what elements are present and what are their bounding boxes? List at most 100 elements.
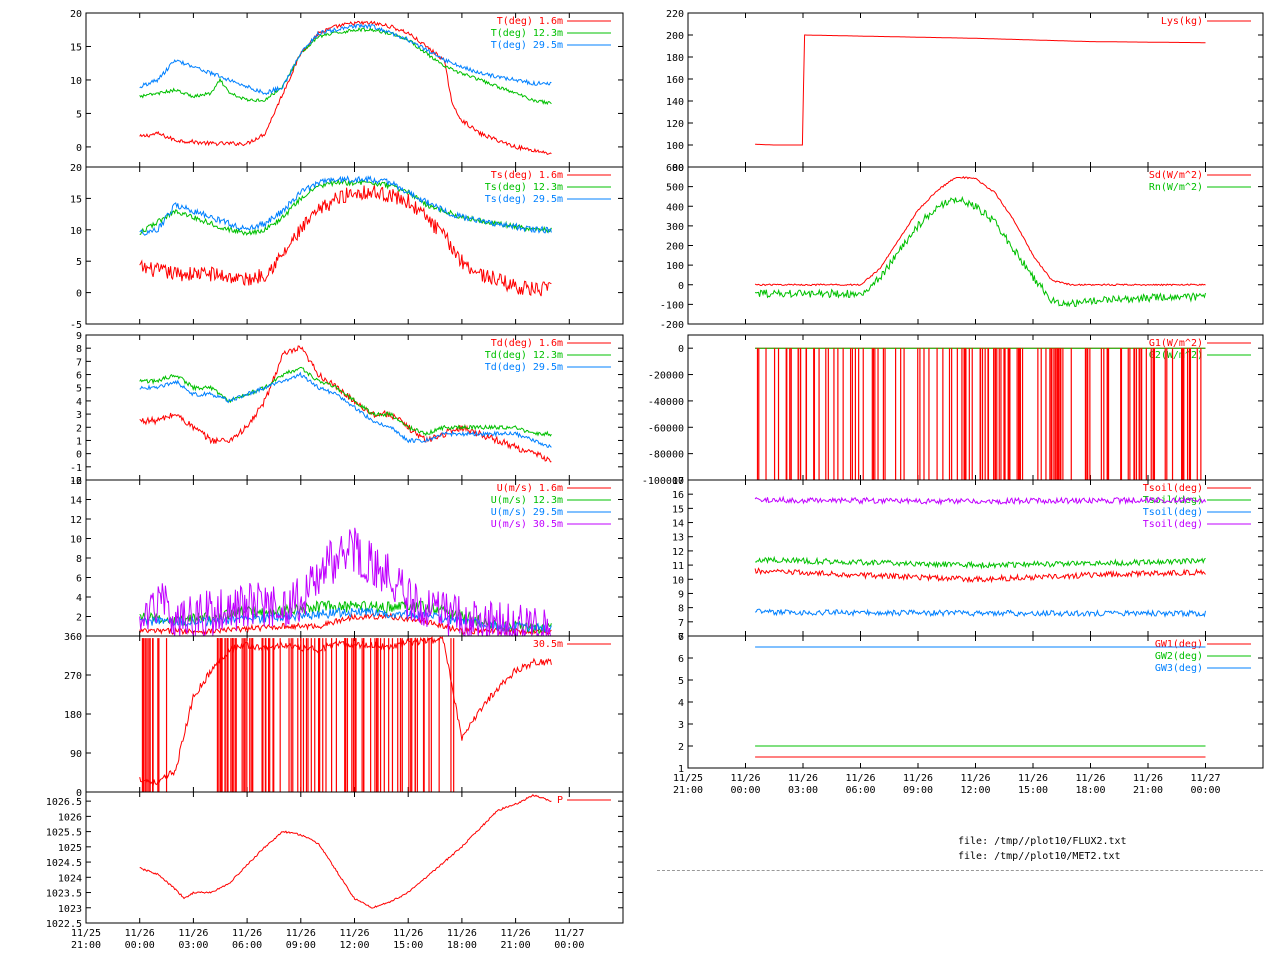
panel-tsoil: 67891011121314151617Tsoil(deg)Tsoil(deg)… [672, 476, 1264, 643]
y-tick-label: 4 [76, 593, 82, 604]
y-tick-label: 160 [666, 75, 684, 86]
legend-label: GW1(deg) [1155, 639, 1203, 650]
legend-label: T(deg) 12.3m [491, 28, 563, 39]
y-tick-label: 14 [672, 519, 684, 530]
panel-t: 0 5 10 15 20 T(deg) 1.6mT(deg) 12.3mT(deg) 29… [70, 9, 624, 168]
y-tick-label: 220 [666, 9, 684, 20]
x-tick-time: 12:00 [339, 940, 369, 951]
legend-label: G1(W/m^2) [1149, 338, 1203, 349]
panel-frame [85, 791, 624, 924]
x-tick-date: 11/26 [1018, 773, 1048, 784]
x-tick-time: 15:00 [1018, 785, 1048, 796]
y-tick-label: 16 [70, 476, 82, 487]
y-tick-label: 600 [666, 163, 684, 174]
y-tick-label: 8 [678, 604, 684, 615]
legend-label: U(m/s) 1.6m [497, 483, 563, 494]
y-tick-label: 1026.5 [46, 797, 82, 808]
x-tick-date: 11/26 [903, 773, 933, 784]
x-tick-time: 18:00 [1075, 785, 1105, 796]
y-tick-label: 90 [70, 749, 82, 760]
y-tick-label: 15 [672, 504, 684, 515]
y-tick-label: 15 [70, 194, 82, 205]
x-tick-time: 03:00 [178, 940, 208, 951]
y-tick-label: 6 [678, 654, 684, 665]
legend-label: U(m/s) 30.5m [491, 519, 563, 530]
y-tick-label: 180 [64, 710, 82, 721]
y-tick-label: 10 [70, 535, 82, 546]
legend-label: Td(deg) 29.5m [485, 362, 563, 373]
y-tick-label: 2 [678, 742, 684, 753]
x-tick-date: 11/26 [393, 928, 423, 939]
x-tick-time: 09:00 [286, 940, 316, 951]
x-tick-time: 06:00 [232, 940, 262, 951]
x-tick-time: 12:00 [960, 785, 990, 796]
y-tick-label: 1026 [58, 812, 82, 823]
panel-p: 1022.5 1023 1023.5 1024 1024.5 1025 1025.5 1026… [46, 791, 624, 951]
series-line [139, 366, 552, 437]
y-tick-label: 4 [678, 698, 684, 709]
x-tick-date: 11/26 [339, 928, 369, 939]
legend-label: GW3(deg) [1155, 663, 1203, 674]
y-tick-label: -200 [660, 320, 684, 331]
legend-label: P [557, 795, 563, 806]
panel-rad: -200 -100 0 100 200 300 400 500 600 Sd(W/m^2)Rn(W… [660, 163, 1264, 331]
y-tick-label: 1023.5 [46, 889, 82, 900]
y-tick-label: 6 [76, 574, 82, 585]
x-tick-time: 00:00 [1190, 785, 1220, 796]
legend-label: Ts(deg) 1.6m [491, 170, 563, 181]
series-line [139, 345, 552, 463]
x-tick-date: 11/26 [788, 773, 818, 784]
x-tick-date: 11/26 [1133, 773, 1163, 784]
y-tick-label: 500 [666, 183, 684, 194]
x-tick-date: 11/26 [178, 928, 208, 939]
x-tick-date: 11/26 [501, 928, 531, 939]
y-tick-label: -20000 [648, 371, 684, 382]
x-tick-time: 00:00 [125, 940, 155, 951]
y-tick-label: 5 [76, 257, 82, 268]
footer-divider [657, 870, 1263, 871]
y-tick-label: 3 [678, 720, 684, 731]
y-tick-label: 20 [70, 163, 82, 174]
y-tick-label: 1022.5 [46, 919, 82, 930]
y-tick-label: -1 [70, 463, 82, 474]
legend-label: Lys(kg) [1161, 16, 1203, 27]
x-tick-date: 11/25 [673, 773, 703, 784]
y-tick-label: 80 [672, 163, 684, 174]
legend-label: Ts(deg) 12.3m [485, 182, 563, 193]
series-line [139, 178, 552, 236]
y-tick-label: 5 [76, 109, 82, 120]
y-tick-label: -2 [70, 476, 82, 487]
series-line [754, 176, 1206, 287]
x-tick-time: 21:00 [71, 940, 101, 951]
y-tick-label: 1025 [58, 843, 82, 854]
y-tick-label: 1023 [58, 904, 82, 915]
y-tick-label: 1 [76, 436, 82, 447]
y-tick-label: 9 [678, 589, 684, 600]
y-tick-label: 200 [666, 31, 684, 42]
y-tick-label: 17 [672, 476, 684, 487]
y-tick-label: 7 [76, 357, 82, 368]
y-tick-label: 12 [672, 547, 684, 558]
y-tick-label: 1024 [58, 873, 82, 884]
panel-frame [687, 12, 1264, 168]
legend-label: Ts(deg) 29.5m [485, 194, 563, 205]
x-tick-time: 03:00 [788, 785, 818, 796]
y-tick-label: 4 [76, 397, 82, 408]
legend-label: G2(W/m^2) [1149, 350, 1203, 361]
y-tick-label: -40000 [648, 397, 684, 408]
series-line [754, 495, 1206, 506]
x-tick-date: 11/26 [730, 773, 760, 784]
series-line [139, 794, 552, 909]
y-tick-label: 100 [666, 261, 684, 272]
x-tick-date: 11/26 [447, 928, 477, 939]
x-tick-time: 21:00 [501, 940, 531, 951]
file-path-flux: file: /tmp//plot10/FLUX2.txt [958, 836, 1127, 847]
x-tick-date: 11/26 [1075, 773, 1105, 784]
y-tick-label: 10 [70, 226, 82, 237]
series-line [139, 527, 552, 637]
legend-label: U(m/s) 29.5m [491, 507, 563, 518]
series-line [139, 27, 552, 106]
legend-label: Tsoil(deg) [1143, 507, 1203, 518]
series-line [139, 371, 552, 448]
